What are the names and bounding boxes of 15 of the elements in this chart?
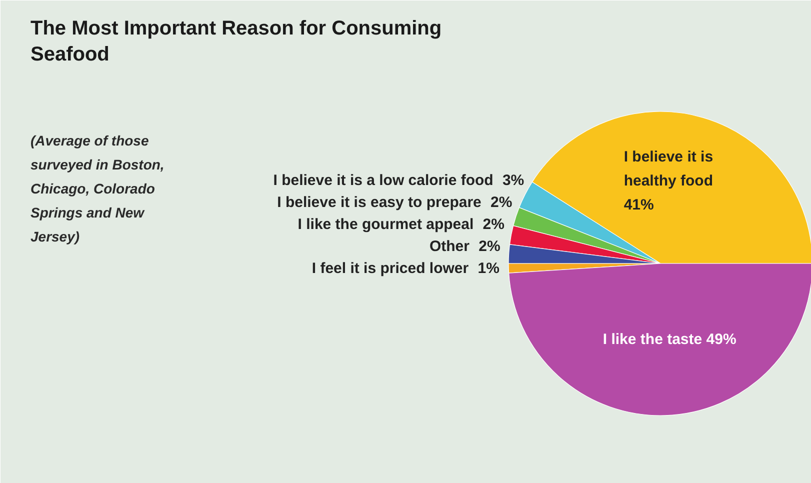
data-label: 41% xyxy=(624,196,654,214)
slice-label: Other xyxy=(429,238,470,255)
data-label: 2% xyxy=(482,216,504,233)
data-label: 1% xyxy=(478,260,500,277)
data-label: 2% xyxy=(478,238,500,255)
data-label: 2% xyxy=(490,194,512,211)
chart-title: The Most Important Reason for Consuming Seafood xyxy=(30,18,442,66)
slice-label: I like the gourmet appeal xyxy=(298,216,474,233)
slice-label: I believe it is healthy food xyxy=(624,148,714,190)
slice-label: I believe it is a low calorie food xyxy=(273,172,494,189)
slice-label: I feel it is priced lower xyxy=(312,260,469,277)
text: (Average of those surveyed in Boston, Chicago, Colorado Springs and New Jersey) xyxy=(30,132,164,244)
data-label: 3% xyxy=(502,172,524,189)
slice-label: I like the taste 49% xyxy=(602,330,736,348)
slice-label: I believe it is easy to prepare xyxy=(277,194,482,211)
